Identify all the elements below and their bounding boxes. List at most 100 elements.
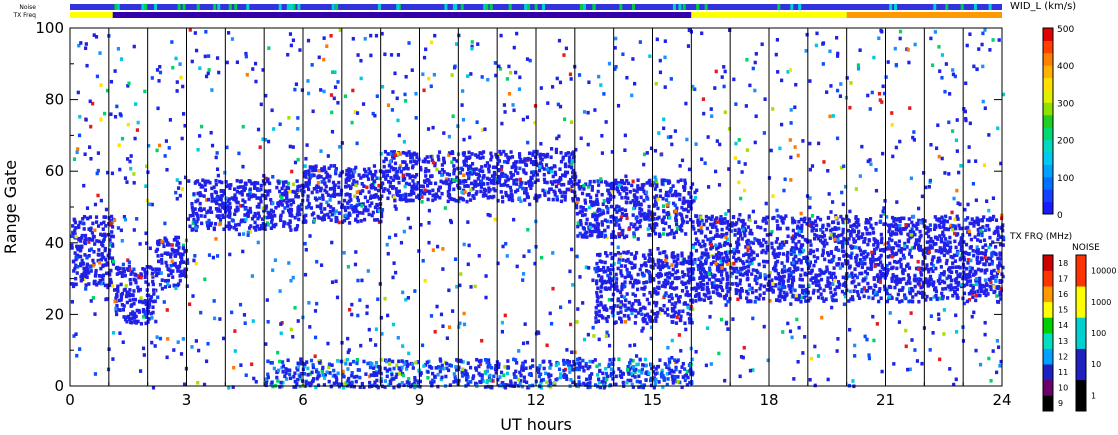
echo-cell bbox=[676, 253, 680, 258]
echo-cell bbox=[214, 182, 218, 187]
echo-cell bbox=[174, 237, 178, 242]
echo-cell bbox=[369, 194, 373, 198]
echo-cell bbox=[116, 284, 120, 289]
echo-cell bbox=[76, 244, 80, 249]
echo-cell bbox=[700, 255, 704, 259]
echo-cell bbox=[423, 180, 427, 185]
echo-cell bbox=[199, 208, 203, 213]
echo-cell bbox=[477, 253, 481, 258]
echo-cell bbox=[207, 221, 211, 225]
echo-cell bbox=[444, 177, 449, 181]
echo-cell bbox=[116, 226, 121, 230]
echo-cell bbox=[303, 272, 308, 277]
echo-cell bbox=[247, 193, 252, 197]
echo-cell bbox=[545, 167, 550, 172]
echo-cell bbox=[679, 213, 684, 217]
echo-cell bbox=[421, 184, 426, 189]
echo-cell bbox=[97, 281, 101, 285]
echo-cell bbox=[391, 185, 396, 189]
echo-cell bbox=[413, 289, 417, 293]
echo-cell bbox=[816, 256, 820, 260]
echo-cell bbox=[476, 176, 480, 181]
echo-cell bbox=[364, 169, 368, 174]
echo-cell bbox=[932, 227, 937, 231]
echo-cell bbox=[983, 106, 987, 111]
echo-cell bbox=[504, 190, 508, 195]
echo-cell bbox=[409, 192, 413, 197]
echo-cell bbox=[137, 308, 141, 313]
echo-cell bbox=[506, 177, 510, 182]
echo-cell bbox=[732, 222, 736, 227]
echo-cell bbox=[504, 241, 508, 246]
echo-cell bbox=[876, 279, 880, 283]
echo-cell bbox=[82, 227, 86, 231]
echo-cell bbox=[929, 36, 933, 41]
echo-cell bbox=[128, 288, 132, 292]
echo-cell bbox=[764, 217, 768, 222]
echo-cell bbox=[609, 191, 613, 196]
echo-cell bbox=[732, 261, 736, 266]
echo-cell bbox=[179, 254, 183, 259]
echo-cell bbox=[792, 248, 796, 253]
echo-cell bbox=[361, 189, 365, 193]
echo-cell bbox=[229, 225, 233, 229]
echo-cell bbox=[191, 227, 195, 232]
echo-cell bbox=[886, 241, 890, 245]
echo-cell bbox=[819, 228, 823, 232]
echo-cell bbox=[610, 232, 614, 237]
echo-cell bbox=[632, 308, 636, 312]
echo-cell bbox=[151, 267, 155, 272]
echo-cell bbox=[870, 250, 874, 255]
echo-cell bbox=[638, 211, 642, 215]
echo-cell bbox=[974, 159, 978, 163]
echo-cell bbox=[786, 250, 790, 255]
echo-cell bbox=[981, 251, 985, 256]
echo-cell bbox=[481, 155, 485, 160]
echo-cell bbox=[938, 246, 942, 250]
echo-cell bbox=[227, 221, 231, 225]
echo-cell bbox=[966, 225, 970, 230]
echo-cell bbox=[818, 238, 823, 243]
echo-cell bbox=[636, 237, 640, 241]
echo-cell bbox=[849, 244, 853, 249]
echo-cell bbox=[808, 196, 812, 200]
echo-cell bbox=[214, 155, 218, 160]
echo-cell bbox=[95, 282, 99, 287]
echo-cell bbox=[77, 236, 81, 241]
echo-cell bbox=[595, 197, 599, 202]
echo-cell bbox=[343, 218, 347, 223]
echo-cell bbox=[144, 302, 148, 307]
echo-cell bbox=[196, 198, 200, 203]
echo-cell bbox=[849, 224, 853, 229]
echo-cell bbox=[671, 286, 675, 290]
echo-cell bbox=[674, 264, 679, 268]
echo-cell bbox=[257, 205, 261, 209]
echo-cell bbox=[956, 280, 961, 285]
echo-cell bbox=[233, 187, 237, 192]
echo-cell bbox=[226, 214, 230, 218]
echo-cell bbox=[243, 186, 247, 191]
echo-cell bbox=[584, 221, 588, 226]
echo-cell bbox=[800, 277, 804, 282]
status-bar-segment bbox=[377, 4, 381, 10]
echo-cell bbox=[87, 237, 91, 241]
echo-cell bbox=[738, 272, 742, 277]
echo-cell bbox=[995, 339, 999, 343]
echo-cell bbox=[279, 213, 283, 218]
echo-cell bbox=[601, 202, 605, 207]
echo-cell bbox=[719, 284, 723, 289]
echo-cell bbox=[246, 209, 251, 213]
echo-cell bbox=[858, 258, 863, 262]
echo-cell bbox=[602, 269, 606, 274]
echo-cell bbox=[138, 287, 142, 292]
echo-cell bbox=[316, 185, 321, 190]
echo-cell bbox=[452, 164, 456, 168]
echo-cell bbox=[87, 248, 92, 253]
echo-cell bbox=[182, 112, 186, 116]
echo-cell bbox=[629, 222, 633, 226]
echo-cell bbox=[487, 186, 491, 191]
echo-cell bbox=[467, 156, 471, 161]
echo-cell bbox=[458, 321, 462, 326]
echo-cell bbox=[287, 115, 291, 120]
echo-cell bbox=[169, 263, 173, 268]
